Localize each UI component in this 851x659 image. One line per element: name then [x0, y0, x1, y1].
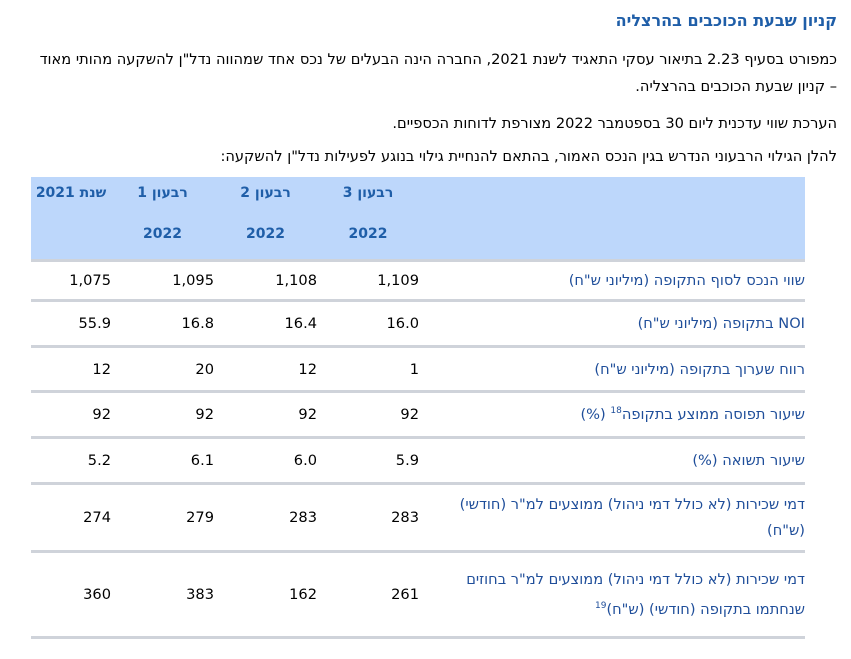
- table-row: דמי שכירות (לא כולל דמי ניהול) ממוצעים ל…: [31, 483, 805, 553]
- header-label-cell: [419, 177, 805, 259]
- footnote-marker: 19: [594, 600, 607, 611]
- cell-value: 279: [111, 483, 214, 553]
- cell-value: 92: [214, 391, 317, 439]
- cell-value: 5.2: [31, 437, 111, 485]
- cell-value: 1,108: [214, 260, 317, 302]
- cell-value: 283: [317, 483, 419, 553]
- header-q2: רבעון 2 2022: [214, 177, 317, 259]
- table-header-row: רבעון 3 2022 רבעון 2 2022 רבעון 1 2022 ש…: [31, 177, 805, 259]
- cell-value: 1: [317, 346, 419, 393]
- valuation-paragraph: הערכת שווי עדכנית ליום 30 בספטמבר 2022 מ…: [392, 115, 837, 132]
- section-title: קניון שבעת הכוכבים בהרצליה: [615, 11, 837, 30]
- cell-value: 5.9: [317, 437, 419, 485]
- table-row: NOI בתקופה (מיליוני ש"ח) 16.0 16.4 16.8 …: [31, 300, 805, 348]
- intro-paragraph: כמפורט בסעיף 2.23 בתיאור עסקי התאגיד לשנ…: [39, 51, 837, 95]
- cell-value: 16.8: [111, 300, 214, 348]
- cell-value: 360: [31, 551, 111, 639]
- row-label: דמי שכירות (לא כולל דמי ניהול) ממוצעים ל…: [419, 483, 805, 553]
- cell-value: 92: [31, 391, 111, 439]
- table-row: שיעור תפוסה ממוצע בתקופה18 (%) 92 92 92 …: [31, 391, 805, 439]
- disclosure-paragraph: להלן הגילוי הרבעוני הנדרש בגין הנכס האמו…: [220, 148, 837, 165]
- cell-value: 274: [31, 483, 111, 553]
- header-q3: רבעון 3 2022: [317, 177, 419, 259]
- row-label: NOI בתקופה (מיליוני ש"ח): [419, 300, 805, 348]
- cell-value: 12: [214, 346, 317, 393]
- cell-value: 6.0: [214, 437, 317, 485]
- cell-value: 12: [31, 346, 111, 393]
- table-row: דמי שכירות (לא כולל דמי ניהול) ממוצעים ל…: [31, 551, 805, 639]
- cell-value: 283: [214, 483, 317, 553]
- cell-value: 6.1: [111, 437, 214, 485]
- cell-value: 92: [317, 391, 419, 439]
- cell-value: 1,109: [317, 260, 419, 302]
- row-label: שיעור תשואה (%): [419, 437, 805, 485]
- cell-value: 20: [111, 346, 214, 393]
- row-label: שיעור תפוסה ממוצע בתקופה18 (%): [419, 391, 805, 439]
- header-q1: רבעון 1 2022: [111, 177, 214, 259]
- disclosure-table: רבעון 3 2022 רבעון 2 2022 רבעון 1 2022 ש…: [31, 177, 805, 639]
- footnote-marker: 18: [610, 406, 622, 417]
- cell-value: 1,095: [111, 260, 214, 302]
- table-row: שיעור תשואה (%) 5.9 6.0 6.1 5.2: [31, 437, 805, 485]
- header-divider: [31, 258, 805, 262]
- cell-value: 16.0: [317, 300, 419, 348]
- cell-value: 261: [317, 551, 419, 639]
- cell-value: 383: [111, 551, 214, 639]
- row-label: שווי הנכס לסוף התקופה (מיליוני ש"ח): [419, 260, 805, 302]
- cell-value: 162: [214, 551, 317, 639]
- row-label: רווח שערוך בתקופה (מיליוני ש"ח): [419, 346, 805, 393]
- cell-value: 16.4: [214, 300, 317, 348]
- cell-value: 55.9: [31, 300, 111, 348]
- table-row: רווח שערוך בתקופה (מיליוני ש"ח) 1 12 20 …: [31, 346, 805, 393]
- row-label: דמי שכירות (לא כולל דמי ניהול) ממוצעים ל…: [419, 551, 805, 639]
- cell-value: 92: [111, 391, 214, 439]
- cell-value: 1,075: [31, 260, 111, 302]
- table-row: שווי הנכס לסוף התקופה (מיליוני ש"ח) 1,10…: [31, 260, 805, 302]
- header-year-2021: שנת 2021: [31, 177, 111, 259]
